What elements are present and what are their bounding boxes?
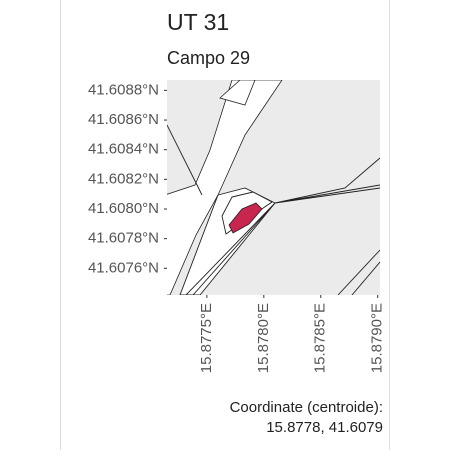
map-panel [167,80,380,295]
y-tick-label: 41.6084°N [88,141,159,158]
y-tick-label: 41.6078°N [88,230,159,247]
caption-label: Coordinate (centroide): [230,399,383,416]
road [167,80,283,295]
boundary [167,124,203,196]
y-tick-label: 41.6080°N [88,200,159,217]
map-title: UT 31 [167,9,229,35]
map-subtitle: Campo 29 [167,48,250,68]
y-tick-label: 41.6082°N [88,170,159,187]
x-tick-label: 15.8780°E [255,303,272,373]
caption-coords: 15.8778, 41.6079 [266,419,383,436]
parcel [228,202,263,234]
y-tick-label: 41.6088°N [88,81,159,98]
road-edge [274,157,380,204]
road-edge [185,202,276,295]
boundary [337,249,380,295]
x-tick-label: 15.8775°E [198,303,215,373]
y-tick-label: 41.6086°N [88,111,159,128]
y-tick-label: 41.6076°N [88,259,159,276]
x-tick-label: 15.8790°E [369,303,386,373]
x-tick-label: 15.8785°E [312,303,329,373]
road [219,80,256,106]
